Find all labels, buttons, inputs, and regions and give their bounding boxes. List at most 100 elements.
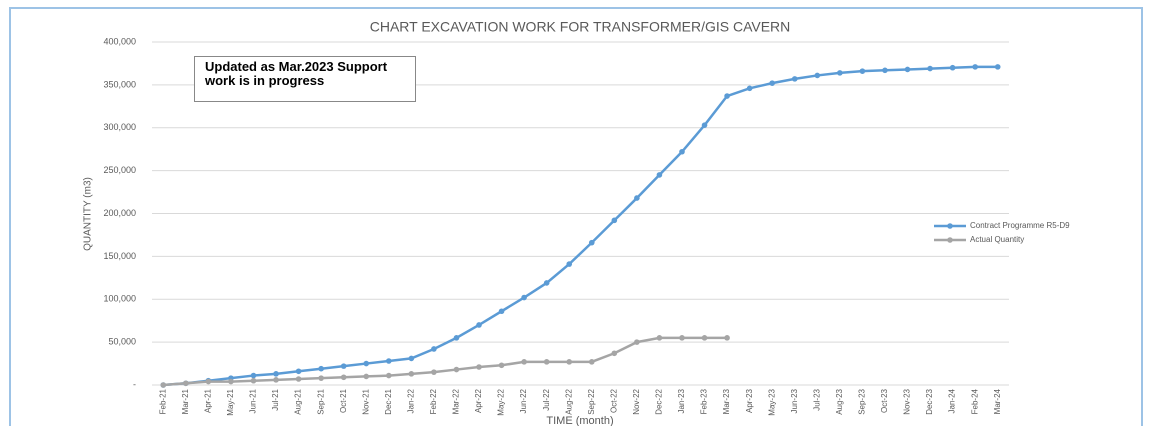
point (634, 195, 640, 201)
legend-marker (947, 237, 953, 243)
point (363, 373, 370, 380)
x-tick-label: May-22 (497, 388, 506, 415)
point (160, 382, 167, 388)
point (949, 64, 956, 71)
x-tick-label: Apr-21 (203, 388, 212, 413)
x-tick-label: Jan-24 (948, 388, 957, 413)
legend-marker (947, 223, 953, 229)
point (521, 294, 527, 301)
x-tick-label: May-23 (767, 388, 776, 415)
point (701, 122, 708, 128)
point (972, 64, 978, 70)
x-tick-label: Feb-23 (700, 388, 709, 414)
y-tick-label: 200,000 (103, 208, 136, 218)
point (250, 377, 257, 384)
point (498, 308, 505, 315)
point (904, 66, 911, 73)
point (994, 64, 1001, 70)
point (588, 239, 595, 246)
x-tick-label: Oct-21 (339, 388, 348, 413)
point (228, 378, 234, 385)
point (340, 374, 347, 381)
y-tick-label: 300,000 (103, 122, 136, 132)
series-line (163, 336, 728, 387)
x-tick-label: Jun-22 (519, 388, 528, 413)
x-tick-label: Mar-21 (181, 388, 190, 414)
x-tick-label: Aug-21 (294, 388, 303, 414)
x-tick-label: Oct-23 (880, 388, 889, 413)
point (273, 371, 279, 377)
x-tick-label: Nov-23 (903, 388, 912, 414)
point (543, 280, 550, 286)
y-axis-label: QUANTITY (m3) (83, 177, 94, 251)
y-tick-label: - (133, 379, 136, 389)
x-tick-label: Apr-23 (745, 388, 754, 413)
y-tick-label: 100,000 (103, 294, 136, 304)
point (386, 358, 392, 364)
x-tick-label: Feb-21 (158, 388, 167, 414)
point (295, 376, 302, 382)
point (566, 261, 573, 267)
point (273, 377, 279, 383)
point (205, 378, 212, 385)
x-tick-label: Jan-22 (406, 388, 415, 413)
frame (9, 7, 1143, 426)
x-tick-label: May-21 (226, 388, 235, 415)
point (611, 217, 618, 224)
x-tick-label: Sep-21 (316, 388, 325, 414)
point (769, 80, 775, 86)
point (431, 346, 437, 352)
point (431, 369, 437, 375)
annotation: Updated as Mar.2023 Support work is in p… (194, 56, 416, 102)
point (408, 355, 415, 362)
point (318, 375, 324, 381)
x-tick-label: Mar-22 (452, 388, 461, 414)
x-axis-label: TIME (month) (546, 415, 613, 426)
point (476, 322, 482, 328)
y-tick-label: 250,000 (103, 165, 136, 175)
point (588, 359, 595, 365)
x-tick-label: Nov-22 (632, 388, 641, 414)
point (363, 360, 370, 367)
point (453, 366, 460, 373)
point (882, 67, 888, 74)
point (656, 172, 663, 178)
x-tick-label: Jun-23 (790, 388, 799, 413)
x-tick-label: Apr-22 (474, 388, 483, 413)
x-tick-label: Oct-22 (609, 388, 618, 413)
x-tick-label: Sep-22 (587, 388, 596, 414)
x-tick-label: Dec-22 (655, 388, 664, 414)
y-tick-label: 350,000 (103, 79, 136, 89)
point (679, 148, 685, 155)
x-tick-label: Mar-24 (993, 388, 1002, 414)
chart-title: CHART EXCAVATION WORK FOR TRANSFORMER/GI… (370, 19, 791, 35)
point (543, 359, 550, 365)
point (521, 359, 527, 365)
point (295, 368, 302, 375)
legend-label: Actual Quantity (970, 235, 1024, 244)
point (340, 363, 347, 369)
y-tick-label: 400,000 (103, 36, 136, 46)
point (453, 335, 460, 341)
x-tick-label: Jun-21 (249, 388, 258, 413)
x-tick-label: Aug-23 (835, 388, 844, 414)
x-tick-label: Feb-24 (970, 388, 979, 414)
point (724, 93, 730, 99)
point (746, 85, 753, 92)
point (183, 380, 189, 387)
series-line (163, 65, 998, 387)
x-tick-label: Feb-22 (429, 388, 438, 414)
point (476, 364, 482, 370)
point (566, 359, 573, 365)
point (791, 76, 798, 82)
y-tick-label: 50,000 (108, 337, 136, 347)
point (679, 335, 685, 341)
point (408, 371, 415, 377)
x-tick-label: Jul-23 (812, 388, 821, 410)
point (724, 335, 730, 341)
x-tick-label: Nov-21 (361, 388, 370, 414)
point (859, 68, 866, 74)
legend-label: Contract Programme R5-D9 (970, 221, 1070, 230)
